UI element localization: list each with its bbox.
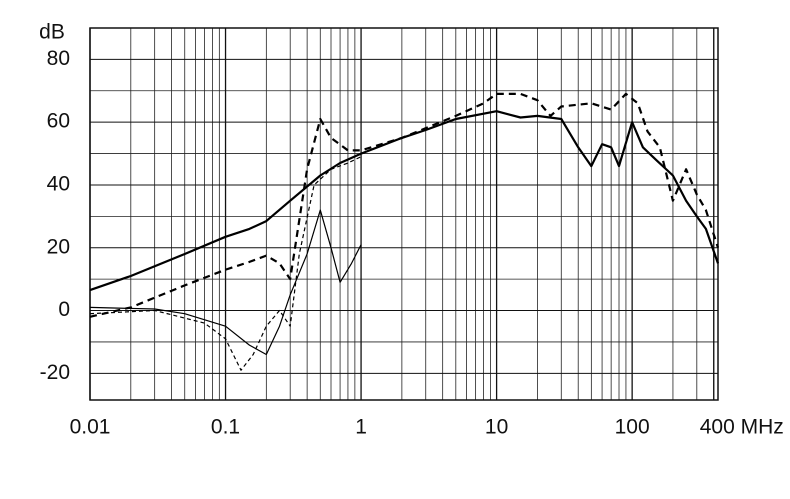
x-tick-label: 0.01 xyxy=(70,416,111,439)
plot-frame xyxy=(89,27,719,401)
y-tick-label: 80 xyxy=(47,47,70,70)
series-line xyxy=(89,92,720,318)
x-tick-label: 1 xyxy=(355,416,367,439)
x-tick-label: 10 xyxy=(485,416,508,439)
y-tick-label: 40 xyxy=(47,173,70,196)
series-line xyxy=(89,110,720,292)
y-tick-label: 20 xyxy=(47,235,70,258)
x-tick-label: 400 MHz xyxy=(700,416,784,439)
x-tick-label: 100 xyxy=(615,416,650,439)
y-axis-label: dB xyxy=(39,21,65,44)
series-line xyxy=(89,209,362,356)
y-tick-label: 0 xyxy=(58,298,70,321)
y-tick-label: 60 xyxy=(47,110,70,133)
x-tick-label: 0.1 xyxy=(211,416,240,439)
y-tick-label: -20 xyxy=(40,361,70,384)
series-line xyxy=(89,156,362,371)
